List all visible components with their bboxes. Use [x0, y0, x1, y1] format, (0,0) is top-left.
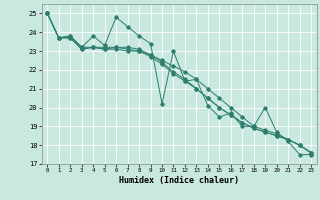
X-axis label: Humidex (Indice chaleur): Humidex (Indice chaleur) [119, 176, 239, 185]
